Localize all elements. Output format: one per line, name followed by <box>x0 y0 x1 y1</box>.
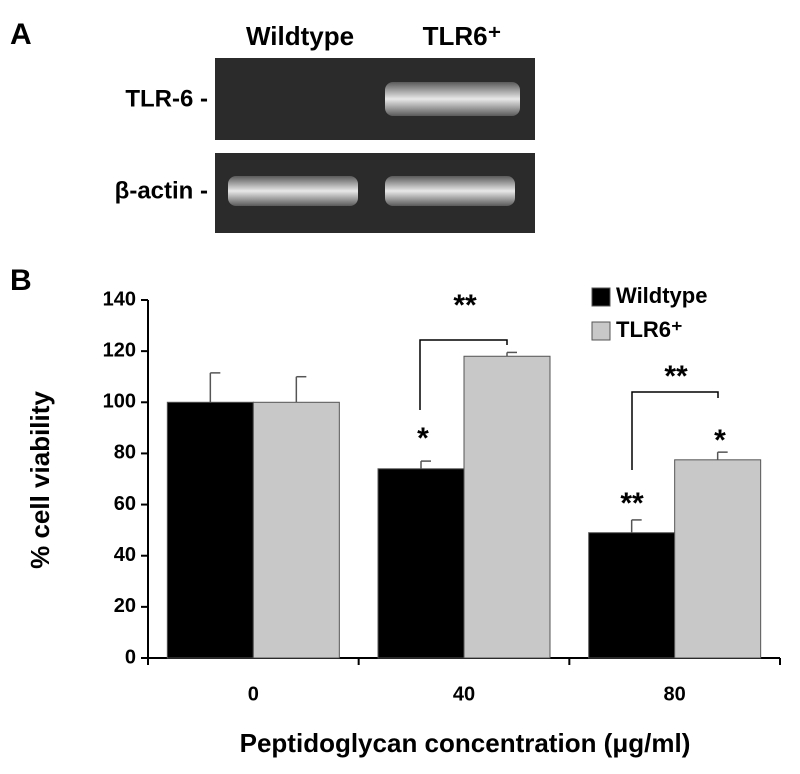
significance-mark: ** <box>664 360 688 393</box>
column-label: TLR6⁺ <box>423 21 502 51</box>
gel-band <box>385 176 515 206</box>
y-tick-label: 0 <box>125 646 136 668</box>
column-label: Wildtype <box>246 21 354 51</box>
error-bar <box>295 375 307 403</box>
y-tick-label: 80 <box>114 442 136 464</box>
panel-label: A <box>10 18 32 51</box>
bar <box>252 401 340 659</box>
error-bar <box>420 460 431 469</box>
y-tick-label: 60 <box>114 493 136 515</box>
y-tick-label: 100 <box>103 391 136 413</box>
y-tick-label: 20 <box>114 595 136 617</box>
significance-mark: ** <box>620 487 644 520</box>
bracket <box>631 391 719 470</box>
x-tick-label: 80 <box>664 683 686 705</box>
gel-band <box>385 82 520 116</box>
y-tick-label: 140 <box>103 288 136 310</box>
bar <box>674 459 762 659</box>
significance-mark: * <box>417 422 429 455</box>
legend-swatch <box>591 321 611 341</box>
legend-swatch <box>591 287 611 307</box>
bar <box>588 532 676 659</box>
legend-label: Wildtype <box>616 283 707 308</box>
bracket <box>419 339 508 410</box>
bar <box>377 468 465 659</box>
bar <box>463 355 551 659</box>
panel-label: B <box>10 264 32 297</box>
significance-mark: * <box>714 424 726 457</box>
row-label: β-actin - <box>115 177 208 204</box>
bar <box>166 401 254 659</box>
x-tick-label: 0 <box>248 683 259 705</box>
gel-band <box>228 176 358 206</box>
x-axis-label: Peptidoglycan concentration (μg/ml) <box>240 728 691 758</box>
row-label: TLR-6 - <box>125 85 208 112</box>
error-bar <box>716 451 728 460</box>
y-tick-label: 120 <box>103 339 136 361</box>
y-tick-label: 40 <box>114 544 136 566</box>
error-bar <box>630 519 642 533</box>
error-bar <box>209 372 221 403</box>
significance-mark: ** <box>453 289 477 322</box>
y-axis-label: % cell viability <box>25 391 55 569</box>
legend-label: TLR6⁺ <box>616 317 683 342</box>
error-bar <box>506 351 517 357</box>
x-tick-label: 40 <box>453 683 475 705</box>
